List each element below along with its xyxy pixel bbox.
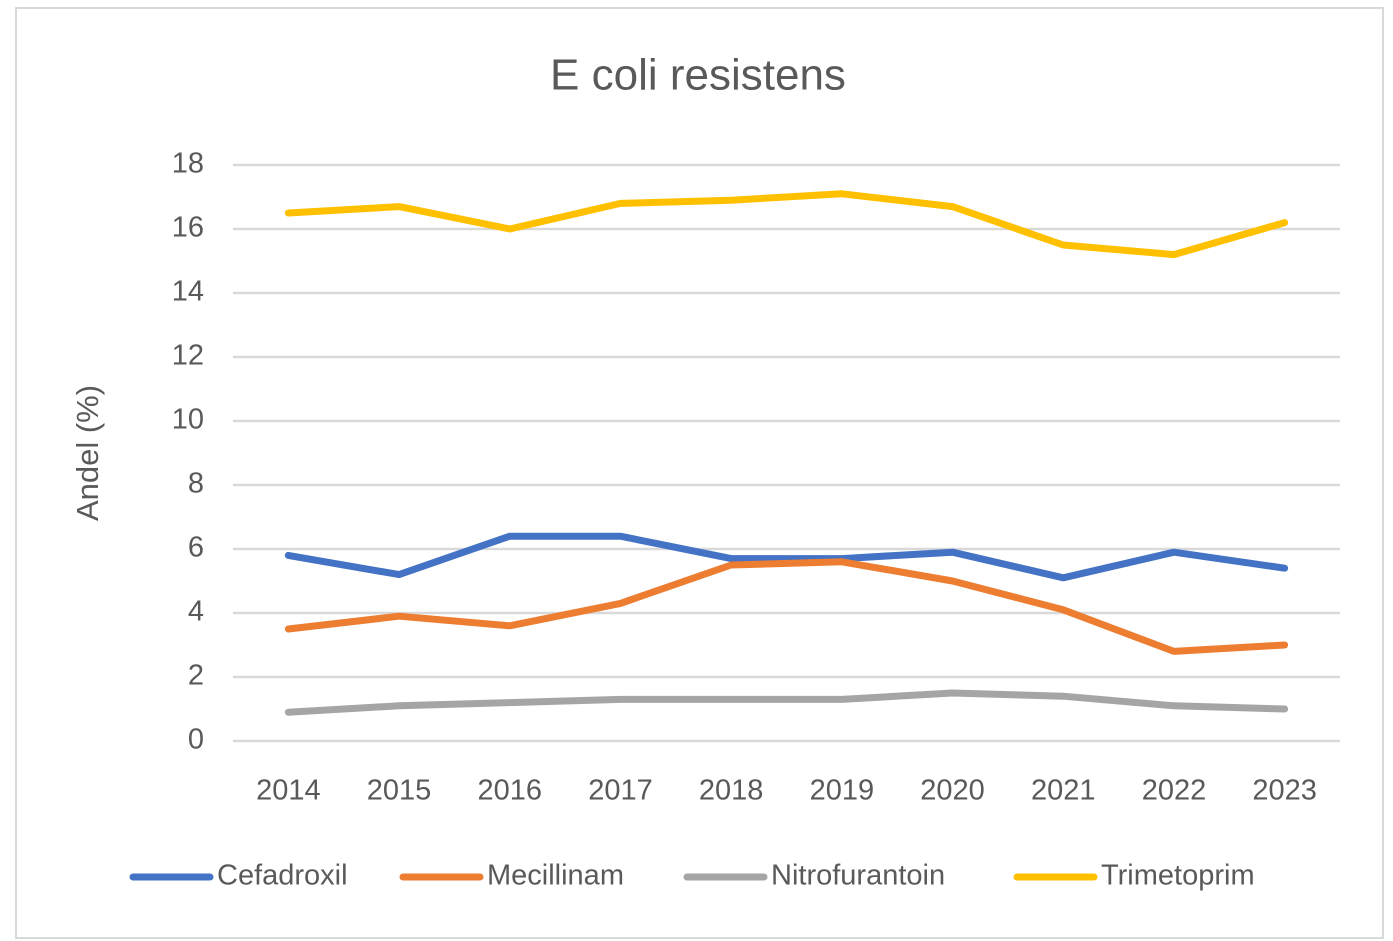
y-tick-label: 14 bbox=[172, 276, 204, 308]
y-tick-label: 8 bbox=[188, 468, 204, 500]
series-line bbox=[284, 558, 1289, 655]
y-tick-label: 10 bbox=[172, 404, 204, 436]
legend-label: Nitrofurantoin bbox=[771, 860, 945, 892]
chart-frame bbox=[15, 7, 1384, 939]
x-tick-label: 2022 bbox=[1142, 775, 1207, 807]
series-line bbox=[284, 689, 1289, 716]
x-tick-label: 2021 bbox=[1031, 775, 1096, 807]
x-tick-label: 2017 bbox=[588, 775, 653, 807]
y-tick-label: 18 bbox=[172, 148, 204, 180]
x-tick-label: 2023 bbox=[1252, 775, 1317, 807]
x-tick-label: 2020 bbox=[920, 775, 985, 807]
y-tick-label: 0 bbox=[188, 724, 204, 756]
legend-label: Mecillinam bbox=[487, 860, 624, 892]
series-line bbox=[284, 532, 1289, 582]
x-tick-label: 2019 bbox=[810, 775, 875, 807]
y-tick-label: 16 bbox=[172, 212, 204, 244]
y-tick-label: 12 bbox=[172, 340, 204, 372]
x-tick-label: 2016 bbox=[477, 775, 542, 807]
x-tick-label: 2015 bbox=[367, 775, 432, 807]
legend-label: Trimetoprim bbox=[1101, 860, 1255, 892]
x-tick-label: 2014 bbox=[256, 775, 321, 807]
series-line bbox=[284, 190, 1289, 259]
legend-label: Cefadroxil bbox=[217, 860, 348, 892]
x-tick-label: 2018 bbox=[699, 775, 764, 807]
y-tick-label: 2 bbox=[188, 660, 204, 692]
y-tick-label: 6 bbox=[188, 532, 204, 564]
y-tick-label: 4 bbox=[188, 596, 204, 628]
y-axis-label: Andel (%) bbox=[70, 385, 105, 521]
chart-title: E coli resistens bbox=[550, 51, 846, 100]
